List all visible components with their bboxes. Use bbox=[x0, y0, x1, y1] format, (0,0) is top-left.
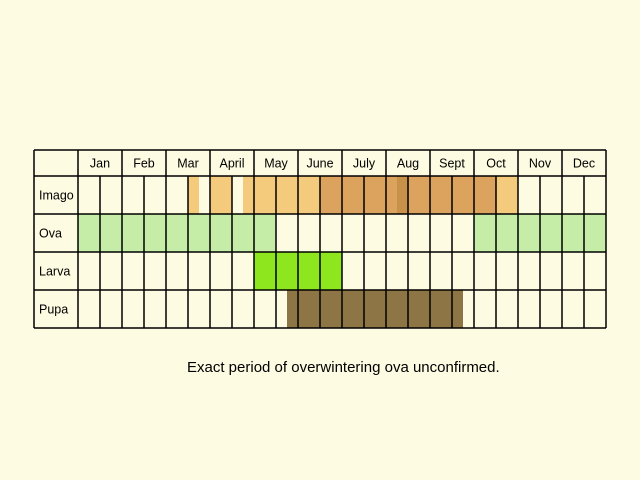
stage-label: Pupa bbox=[39, 303, 68, 317]
month-label: April bbox=[219, 157, 244, 171]
stage-label: Ova bbox=[39, 227, 62, 241]
stage-label: Larva bbox=[39, 265, 70, 279]
segment-imago-2 bbox=[243, 176, 320, 214]
stage-label: Imago bbox=[39, 189, 74, 203]
month-label: July bbox=[353, 157, 376, 171]
month-label: Feb bbox=[133, 157, 155, 171]
caption: Exact period of overwintering ova unconf… bbox=[187, 359, 500, 376]
month-label: Aug bbox=[397, 157, 419, 171]
segment-imago-3 bbox=[320, 176, 331, 214]
segment-imago-0 bbox=[188, 176, 199, 214]
month-label: Sept bbox=[439, 157, 465, 171]
segment-pupa-0 bbox=[287, 290, 463, 328]
month-label: Jan bbox=[90, 157, 110, 171]
month-label: Mar bbox=[177, 157, 199, 171]
month-label: Nov bbox=[529, 157, 552, 171]
month-label: June bbox=[306, 157, 333, 171]
segment-imago-5 bbox=[397, 176, 408, 214]
month-label: Dec bbox=[573, 157, 595, 171]
month-label: Oct bbox=[486, 157, 506, 171]
segment-ova-0 bbox=[78, 214, 276, 252]
segment-imago-7 bbox=[496, 176, 518, 214]
month-label: May bbox=[264, 157, 288, 171]
segment-imago-1 bbox=[210, 176, 232, 214]
